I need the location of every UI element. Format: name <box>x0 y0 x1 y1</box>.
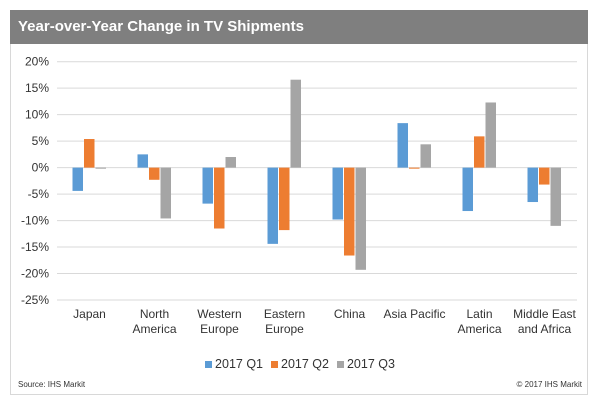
bar <box>137 154 148 168</box>
legend: 2017 Q1 2017 Q2 2017 Q3 <box>0 357 600 371</box>
bar <box>409 167 420 169</box>
y-tick-label: -20% <box>21 267 49 281</box>
y-tick-label: 0% <box>32 161 50 175</box>
bar <box>355 167 366 270</box>
y-tick-label: 20% <box>25 55 49 69</box>
bar <box>279 167 290 231</box>
bar <box>485 102 496 168</box>
chart-title: Year-over-Year Change in TV Shipments <box>10 10 588 44</box>
bar <box>539 167 550 185</box>
bar <box>420 144 431 168</box>
x-tick-label: Japan <box>73 307 106 321</box>
legend-swatch <box>271 361 279 368</box>
x-tick-label: Middle East <box>513 307 576 321</box>
y-tick-label: -10% <box>21 214 49 228</box>
x-tick-label: Latin <box>466 307 492 321</box>
bar <box>474 136 485 168</box>
bar <box>462 167 473 212</box>
y-tick-label: 5% <box>32 134 50 148</box>
bar <box>290 79 301 168</box>
legend-label: 2017 Q2 <box>281 357 329 371</box>
x-tick-label: Eastern <box>264 307 305 321</box>
y-tick-label: -15% <box>21 240 49 254</box>
legend-label: 2017 Q3 <box>346 357 395 371</box>
bar <box>95 167 106 169</box>
legend-item: 2017 Q3 <box>336 357 395 371</box>
bar <box>84 139 95 168</box>
bar <box>160 167 171 219</box>
x-tick-label: and Africa <box>518 322 572 336</box>
bar <box>267 167 278 244</box>
legend-swatch <box>336 361 344 368</box>
bar <box>225 157 236 168</box>
y-tick-label: 15% <box>25 81 49 95</box>
bar <box>397 123 408 168</box>
x-tick-label: China <box>334 307 366 321</box>
y-tick-label: 10% <box>25 108 49 122</box>
x-tick-label: Europe <box>200 322 239 336</box>
legend-swatch <box>205 361 213 368</box>
bar <box>72 167 83 191</box>
legend-label: 2017 Q1 <box>215 357 264 371</box>
y-tick-label: -5% <box>28 187 50 201</box>
x-tick-label: America <box>132 322 176 336</box>
bar <box>344 167 355 256</box>
bar <box>214 167 225 229</box>
bar <box>550 167 561 226</box>
bar <box>332 167 343 220</box>
bar <box>149 167 160 180</box>
legend-item: 2017 Q2 <box>271 357 329 371</box>
x-tick-label: Asia Pacific <box>383 307 445 321</box>
legend-item: 2017 Q1 <box>205 357 263 371</box>
source-note: Source: IHS Markit <box>18 380 86 389</box>
x-tick-label: North <box>140 307 169 321</box>
y-tick-label: -25% <box>21 293 49 307</box>
x-tick-label: America <box>457 322 501 336</box>
copyright-note: © 2017 IHS Markit <box>516 380 582 389</box>
x-tick-label: Europe <box>265 322 304 336</box>
bar <box>202 167 213 204</box>
bar <box>527 167 538 203</box>
x-tick-label: Western <box>197 307 241 321</box>
